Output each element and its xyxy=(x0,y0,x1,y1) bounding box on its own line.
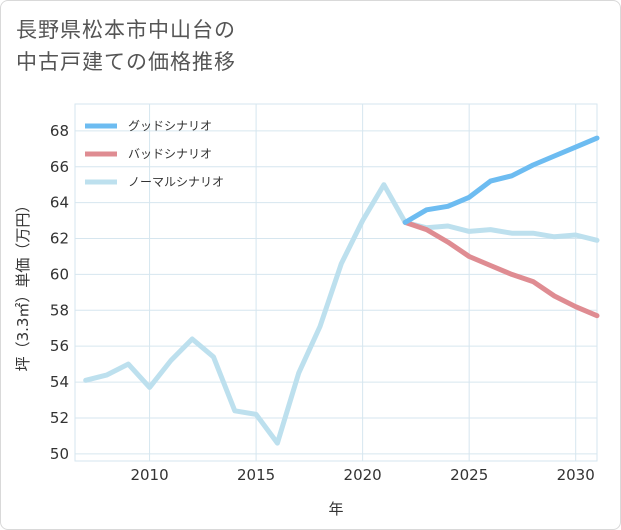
x-tick-label: 2015 xyxy=(237,466,275,484)
chart-title-line-2: 中古戸建ての価格推移 xyxy=(16,50,236,74)
x-tick-label: 2020 xyxy=(344,466,382,484)
y-tick-label: 68 xyxy=(50,122,69,140)
legend-label-normal: ノーマルシナリオ xyxy=(128,175,224,189)
legend-label-good: グッドシナリオ xyxy=(128,119,212,133)
y-tick-label: 50 xyxy=(50,445,69,463)
plot-border xyxy=(74,103,598,462)
legend-label-bad: バッドシナリオ xyxy=(128,147,212,161)
x-axis-label: 年 xyxy=(328,500,343,518)
x-tick-label: 2010 xyxy=(130,466,168,484)
x-tick-label: 2025 xyxy=(450,466,488,484)
y-tick-label: 52 xyxy=(50,409,69,427)
bad-scenario-line xyxy=(402,219,600,319)
y-tick-label: 56 xyxy=(50,337,69,355)
axes: 50 52 54 56 58 60 62 64 66 68 2010 2015 2020 2025 2030 xyxy=(50,122,595,484)
good-scenario-line xyxy=(402,135,600,225)
y-tick-label: 62 xyxy=(50,230,69,248)
series-lines xyxy=(83,135,600,446)
y-tick-label: 54 xyxy=(50,373,69,391)
y-tick-label: 64 xyxy=(50,194,69,212)
y-axis-label: 坪（3.3㎡）単価（万円） xyxy=(14,198,32,372)
chart-title: 長野県松本市中山台の 中古戸建ての価格推移 xyxy=(16,14,236,78)
grid-lines xyxy=(74,103,598,462)
normal-scenario-line xyxy=(83,182,600,446)
y-tick-label: 58 xyxy=(50,301,69,319)
x-tick-label: 2030 xyxy=(557,466,595,484)
y-tick-label: 66 xyxy=(50,158,69,176)
chart-title-line-1: 長野県松本市中山台の xyxy=(16,18,236,42)
y-tick-label: 60 xyxy=(50,265,69,283)
